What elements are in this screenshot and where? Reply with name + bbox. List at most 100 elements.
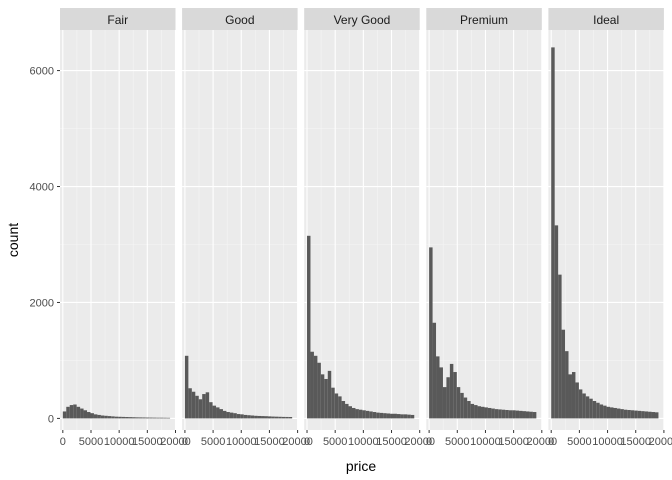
histogram-bar <box>372 412 377 419</box>
histogram-bar <box>73 404 77 419</box>
histogram-bar <box>654 412 659 419</box>
histogram-bar <box>620 409 624 419</box>
histogram-bar <box>467 401 471 419</box>
histogram-bar <box>285 416 289 419</box>
histogram-bar <box>107 416 112 419</box>
histogram-bar <box>264 416 268 419</box>
histogram-bar <box>449 363 454 419</box>
histogram-bar <box>198 399 203 419</box>
panel-background <box>426 30 542 430</box>
histogram-bar <box>558 274 562 419</box>
x-tick-label: 10000 <box>592 436 623 448</box>
facet-label: Ideal <box>593 13 619 27</box>
histogram-bar <box>121 416 126 419</box>
histogram-bar <box>125 417 129 419</box>
histogram-bar <box>383 413 387 419</box>
histogram-bar <box>596 402 600 419</box>
histogram-bar <box>288 417 293 419</box>
y-tick-label: 0 <box>48 413 54 425</box>
x-tick-label: 15000 <box>376 436 407 448</box>
histogram-bar <box>532 412 537 419</box>
histogram-bar <box>243 414 248 419</box>
histogram-bar <box>355 409 359 419</box>
histogram-bar <box>188 388 192 419</box>
histogram-bar <box>205 392 210 419</box>
histogram-bar <box>313 355 318 419</box>
facet-panels: Fair Good Very Good Premium Ideal <box>60 8 665 430</box>
histogram-bar <box>439 367 443 419</box>
histogram-bar <box>128 417 133 419</box>
histogram-bar <box>578 389 583 419</box>
x-tick-label: 20000 <box>527 436 558 448</box>
histogram-bar <box>575 382 579 419</box>
x-axis-title: price <box>346 458 377 474</box>
histogram-bar <box>132 417 136 419</box>
facet-fair: Fair <box>60 8 177 430</box>
histogram-bar <box>250 415 255 419</box>
histogram-bar <box>247 415 251 419</box>
histogram-bar <box>149 417 153 419</box>
x-tick-label: 20000 <box>649 436 672 448</box>
x-tick-label: 0 <box>426 436 432 448</box>
x-tick-label: 10000 <box>226 436 257 448</box>
histogram-bar <box>522 411 526 419</box>
histogram-bar <box>236 414 241 419</box>
histogram-bar <box>386 413 391 419</box>
histogram-bar <box>519 410 523 419</box>
histogram-bar <box>209 402 213 419</box>
facet-strip <box>182 8 298 30</box>
histogram-bar <box>163 417 167 419</box>
histogram-bar <box>603 405 607 419</box>
histogram-bar <box>551 47 555 419</box>
histogram-bar <box>240 414 244 419</box>
histogram-bar <box>320 374 325 419</box>
y-tick-label: 2000 <box>30 297 54 309</box>
histogram-bar <box>393 413 397 419</box>
histogram-bar <box>362 410 366 419</box>
x-tick-label: 20000 <box>160 436 191 448</box>
histogram-bar <box>142 417 146 419</box>
y-axis: 0 2000 4000 6000 <box>30 66 60 425</box>
histogram-bar <box>62 411 67 419</box>
histogram-bar <box>156 417 160 419</box>
histogram-bar <box>324 378 328 419</box>
facet-strip <box>304 8 420 30</box>
histogram-bar <box>400 414 404 419</box>
histogram-bar <box>407 414 411 419</box>
histogram-bar <box>69 405 74 419</box>
histogram-bar <box>582 393 586 419</box>
histogram-bar <box>446 377 450 419</box>
x-tick-label: 0 <box>182 436 188 448</box>
histogram-bar <box>630 410 635 419</box>
histogram-bar <box>487 407 492 419</box>
histogram-bar <box>338 396 342 419</box>
histogram-bar <box>257 415 262 419</box>
panel-background <box>60 30 176 430</box>
histogram-bar <box>641 411 645 419</box>
histogram-bar <box>100 415 105 419</box>
x-tick-label: 5000 <box>323 436 347 448</box>
histogram-bar <box>87 412 91 419</box>
histogram-bar <box>379 412 384 419</box>
histogram-bar <box>463 397 468 419</box>
x-tick-label: 5000 <box>79 436 103 448</box>
histogram-bar <box>512 410 516 419</box>
facet-very-good: Very Good <box>304 8 421 430</box>
x-tick-label: 10000 <box>104 436 135 448</box>
histogram-bar <box>104 415 108 419</box>
histogram-bar <box>561 329 566 419</box>
histogram-bar <box>592 401 597 419</box>
histogram-bar <box>90 413 94 419</box>
histogram-bar <box>571 372 576 419</box>
histogram-bar <box>307 235 311 419</box>
histogram-bar <box>76 406 81 419</box>
histogram-bar <box>145 417 150 419</box>
facet-good: Good <box>182 8 299 430</box>
x-tick-label: 20000 <box>282 436 313 448</box>
histogram-bar <box>310 351 314 419</box>
histogram-bar <box>358 409 363 419</box>
facet-label: Fair <box>107 13 128 27</box>
histogram-bar <box>345 403 349 419</box>
